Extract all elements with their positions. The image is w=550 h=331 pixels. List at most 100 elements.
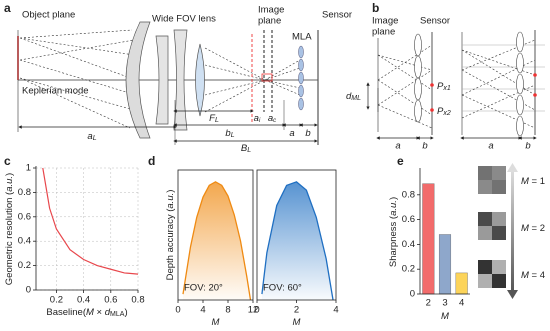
- dim-label: a: [395, 141, 400, 152]
- diagram-b: Image plane Sensor Px1 Px2 dML a b a b: [346, 16, 545, 152]
- axis-label: Geometric resolution (a.u.): [4, 173, 15, 285]
- label: plane: [258, 16, 281, 27]
- label: Image: [372, 16, 398, 27]
- x-tick-label: 0: [175, 305, 180, 316]
- axis-label: M: [212, 317, 220, 328]
- label-part: = 1: [529, 176, 545, 187]
- dim-label: b: [305, 128, 310, 139]
- pitch-label: dML: [346, 91, 361, 102]
- point-label: Px1: [437, 81, 451, 92]
- area-fill: [183, 181, 251, 300]
- panel-label: b: [372, 1, 379, 15]
- rays: [377, 44, 433, 129]
- diagram-a: Object plane Wide FOV lens Image plane S…: [17, 5, 352, 154]
- dim-sub: L: [231, 132, 235, 139]
- dim-label: bL: [225, 128, 234, 139]
- thumbnail-cell: [478, 212, 492, 226]
- thumbnails: [478, 163, 518, 299]
- dim-main: B: [241, 143, 248, 154]
- dim-main: a: [289, 128, 294, 139]
- dim-label: b: [525, 141, 530, 152]
- mla-lenses: [516, 31, 524, 137]
- label-main: d: [346, 91, 352, 102]
- dim-main: a: [87, 131, 92, 142]
- panel-label: d: [148, 154, 155, 168]
- y-tick-label: 0.4: [18, 236, 31, 247]
- label-part: ×: [94, 307, 105, 318]
- label-part: Baseline(: [46, 307, 86, 318]
- arrow-head: [507, 290, 518, 299]
- frame: [256, 169, 337, 301]
- panel-label: c: [4, 154, 11, 168]
- dim-main: a: [254, 113, 259, 124]
- label-part: M: [293, 317, 301, 328]
- label-main: P: [437, 81, 444, 92]
- axis-label: M = 1: [521, 176, 545, 187]
- y-tick-label: 0.2: [18, 260, 31, 271]
- dim-sub: L: [215, 117, 219, 124]
- x-tick-label: 0.2: [50, 295, 63, 306]
- dim-sub: i: [259, 118, 261, 124]
- label-main: P: [437, 106, 444, 117]
- area-fill: [261, 181, 334, 300]
- point: [430, 108, 434, 112]
- label-part: ): [4, 173, 15, 176]
- label-part: d: [105, 307, 111, 318]
- image-marker: [261, 73, 273, 82]
- x-tick-label: 4: [333, 305, 338, 316]
- lens: [155, 35, 169, 125]
- grid-lines: [462, 44, 545, 112]
- label-part: M: [521, 176, 529, 187]
- arrow-shaft: [511, 170, 514, 292]
- bar: [438, 234, 452, 295]
- x-tick-label: 0: [254, 305, 259, 316]
- x-tick-label: 0.6: [104, 295, 117, 306]
- panel-label: a: [4, 1, 11, 15]
- rays: [19, 29, 137, 129]
- y-tick-label: 1: [26, 163, 31, 174]
- rays: [204, 47, 301, 113]
- label-part: a.u.: [165, 193, 176, 209]
- label-part: a.u.: [388, 200, 399, 216]
- bar: [455, 272, 468, 295]
- label: plane: [372, 27, 395, 38]
- arrow-head: [507, 163, 518, 172]
- dim-main: a: [268, 113, 273, 124]
- label-part: = 4: [529, 270, 545, 281]
- label-part: M: [212, 317, 220, 328]
- label: Image: [258, 5, 284, 16]
- dim-sub: c: [273, 118, 276, 124]
- y-tick-label: 0.8: [18, 187, 31, 198]
- axis-label: Baseline(M × dMLA): [46, 307, 127, 318]
- point-label: Px2: [437, 106, 451, 117]
- label-part: M: [521, 270, 529, 281]
- axis-label: M: [293, 317, 301, 328]
- frame: [177, 169, 254, 301]
- label: Keplerian mode: [22, 86, 89, 97]
- lens: [125, 21, 151, 139]
- label: Sensor: [420, 16, 450, 27]
- y-tick-label: 0.6: [402, 214, 415, 225]
- label: Object plane: [22, 10, 75, 21]
- dim-label: BL: [241, 143, 251, 154]
- dim-label: aL: [87, 131, 96, 142]
- label-part: = 2: [529, 223, 545, 234]
- label: Sensor: [322, 10, 352, 21]
- dim-main: F: [209, 113, 216, 124]
- x-tick-label: 2: [294, 305, 299, 316]
- y-tick-label: 0.2: [402, 264, 415, 275]
- dim-label: ac: [268, 113, 276, 124]
- y-tick-label: 0: [26, 285, 31, 296]
- label-part: a.u.: [4, 176, 15, 192]
- point: [430, 83, 434, 87]
- mla-lenses: [298, 45, 304, 111]
- y-tick-label: 0.8: [402, 189, 415, 200]
- x-tick-label: 4: [459, 298, 464, 309]
- point: [533, 93, 537, 97]
- dim-sub: L: [93, 135, 97, 142]
- axis-label: M = 4: [521, 270, 545, 281]
- axis-label: Sharpness (a.u.): [388, 197, 399, 267]
- label: Wide FOV lens: [152, 14, 216, 25]
- x-tick-label: 4: [200, 305, 205, 316]
